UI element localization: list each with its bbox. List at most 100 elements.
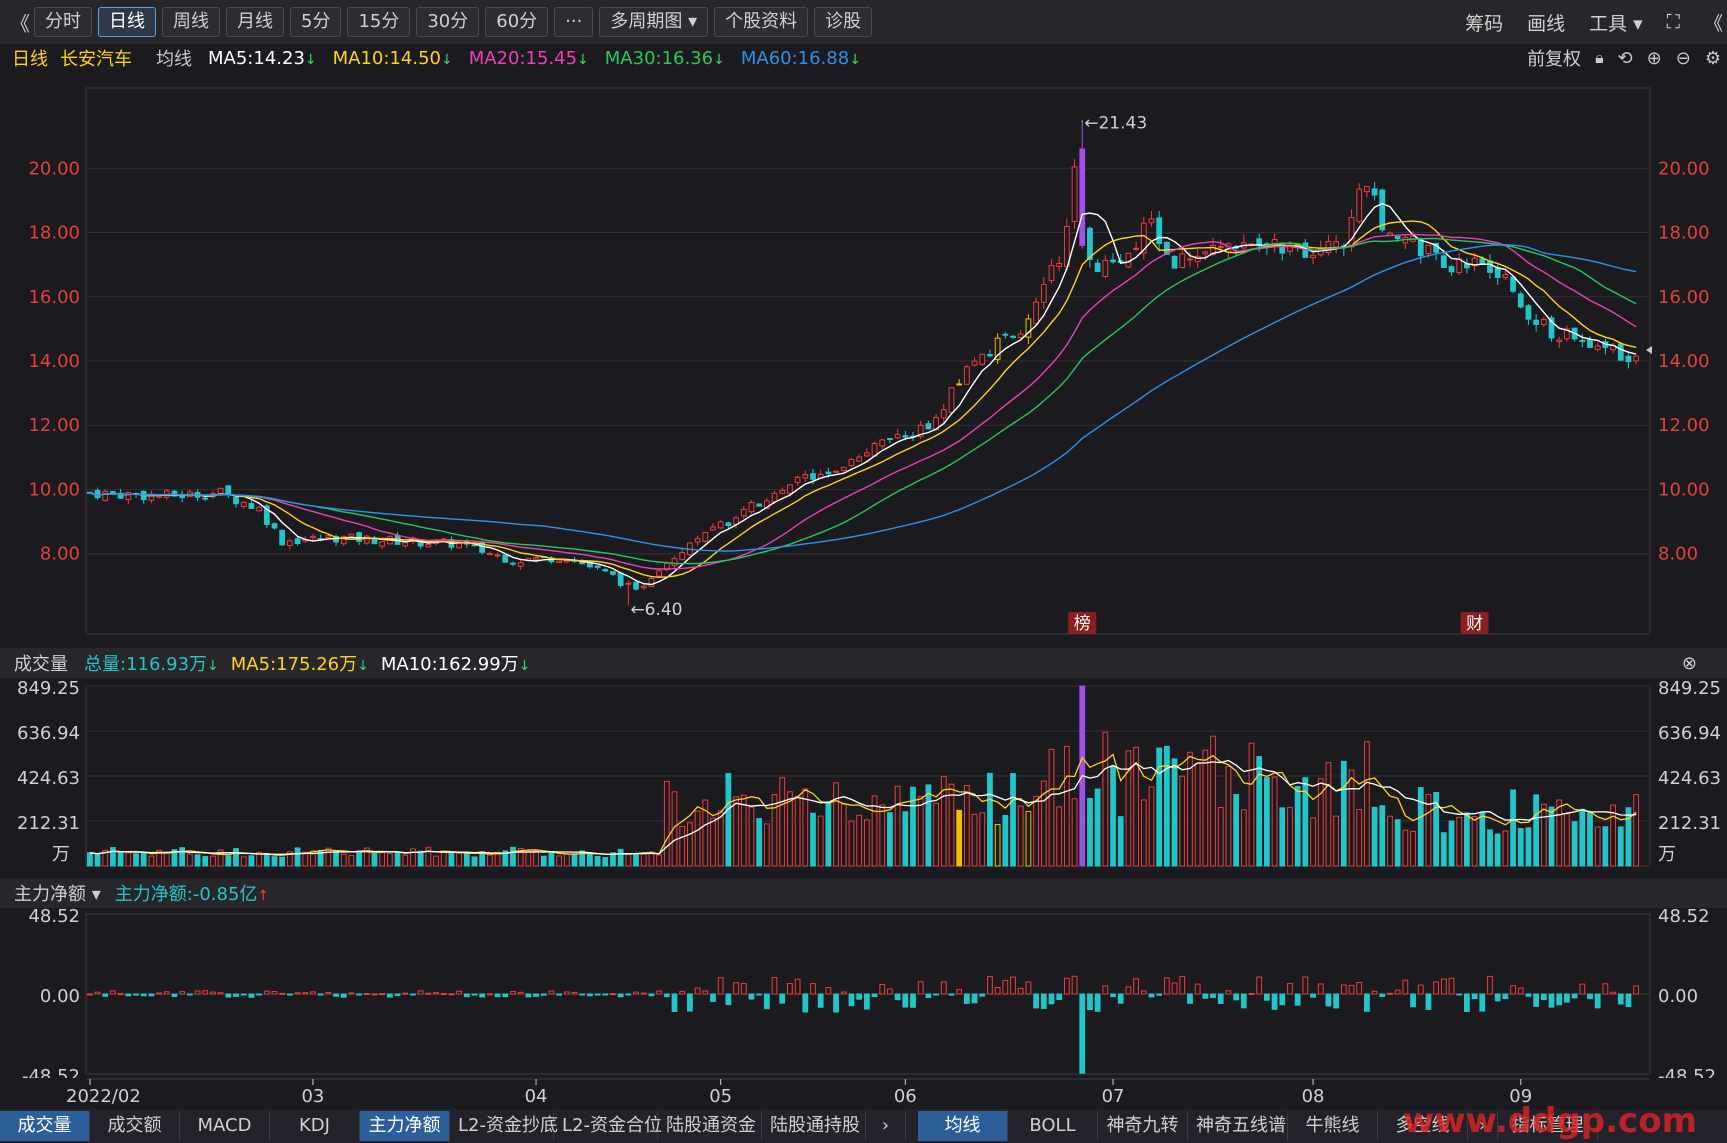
flow-tick-left: 0.00 <box>40 986 80 1007</box>
indicator-manage-button[interactable]: 指标管理 <box>1498 1111 1598 1141</box>
flow-chart[interactable]: 48.52 48.52 0.00 0.00 -48.52 -48.52 <box>0 908 1727 1078</box>
volume-bar <box>825 801 832 867</box>
volume-bar <box>1117 816 1124 867</box>
volume-bar <box>440 851 447 867</box>
price-tick-right: 10.00 <box>1658 479 1710 500</box>
volume-bar <box>1287 807 1293 867</box>
indicator-tab-8[interactable]: 陆股通持股 <box>762 1111 866 1141</box>
undo-icon[interactable]: ⟲ <box>1617 47 1633 69</box>
lock-icon[interactable]: 🔒︎ <box>1595 48 1604 67</box>
stock-name[interactable]: 长安汽车 <box>60 49 132 70</box>
period-button-5[interactable]: 15分 <box>347 7 411 37</box>
indicator-tab-0[interactable]: 成交量 <box>0 1111 90 1141</box>
flow-bar <box>1148 993 1155 998</box>
volume-bar <box>140 852 147 867</box>
candle-body <box>710 526 716 531</box>
close-volume-icon[interactable]: ⊗ <box>1681 652 1697 674</box>
overlay-tab-0[interactable]: 均线 <box>918 1111 1008 1141</box>
flow-bar <box>348 992 355 995</box>
period-button-3[interactable]: 月线 <box>226 7 284 37</box>
toolbar-right-item-3[interactable]: ⛶ <box>1666 11 1680 33</box>
zoom-out-icon[interactable]: ⊖ <box>1675 47 1691 69</box>
period-button-8[interactable]: ··· <box>554 7 594 37</box>
toolbar-right-item-0[interactable]: 筹码 <box>1465 12 1504 35</box>
volume-bar <box>1517 828 1524 867</box>
volume-bar <box>1033 795 1039 867</box>
indicator-tab-5[interactable]: L2-资金抄底 <box>450 1111 558 1141</box>
period-button-7[interactable]: 60分 <box>485 7 549 37</box>
overlay-tab-5[interactable]: 多空线 <box>1378 1111 1468 1141</box>
zoom-in-icon[interactable]: ⊕ <box>1646 47 1662 69</box>
volume-bar <box>556 855 563 867</box>
date-label: 06 <box>894 1086 917 1107</box>
period-button-11[interactable]: 诊股 <box>814 7 873 37</box>
flow-bar <box>1364 993 1370 1012</box>
volume-title[interactable]: 成交量 <box>14 654 68 675</box>
flow-bar <box>671 993 678 1012</box>
ma-title[interactable]: 均线 <box>156 49 192 70</box>
flow-bar <box>317 993 324 996</box>
volume-bar <box>679 826 686 867</box>
flow-bar <box>1540 993 1547 1001</box>
indicator-tab-4[interactable]: 主力净额 <box>360 1111 450 1141</box>
indicator-tab-3[interactable]: KDJ <box>270 1111 360 1141</box>
indicator-tab-1[interactable]: 成交额 <box>90 1111 180 1141</box>
price-tick-right: 14.00 <box>1658 351 1710 372</box>
volume-bar <box>302 851 309 867</box>
watermark: www.ddgp.com <box>1402 1101 1697 1141</box>
tabs-next-icon[interactable]: › <box>866 1111 906 1141</box>
period-button-1[interactable]: 日线 <box>98 7 156 37</box>
flow-bar <box>1071 975 1078 995</box>
volume-bar <box>1102 731 1109 867</box>
flow-title[interactable]: 主力净额 ▾ <box>14 884 101 905</box>
period-button-0[interactable]: 分时 <box>34 7 92 37</box>
price-chart[interactable]: 20.00 20.00 18.00 18.00 16.00 16.00 14.00 14.00… <box>0 72 1727 642</box>
ma-value-1: MA10:14.50↓ <box>333 48 453 69</box>
volume-bar <box>863 819 870 867</box>
volume-bar <box>1002 815 1009 867</box>
indicator-tab-6[interactable]: L2-资金合位 <box>554 1111 662 1141</box>
overlay-tab-4[interactable]: 牛熊线 <box>1288 1111 1378 1141</box>
period-button-6[interactable]: 30分 <box>416 7 480 37</box>
overlay-tab-3[interactable]: 神奇五线谱 <box>1188 1111 1288 1141</box>
indicator-tab-2[interactable]: MACD <box>180 1111 270 1141</box>
arrow-down-icon: ↓ <box>440 51 453 68</box>
toolbar-right-item-1[interactable]: 画线 <box>1527 12 1566 35</box>
collapse-left-icon[interactable]: 《 <box>10 11 30 36</box>
candle-body <box>1110 259 1116 263</box>
volume-chart[interactable]: 849.25 849.25 636.94 636.94 424.63 424.63 212.… <box>0 678 1727 878</box>
volume-bar <box>1356 809 1363 867</box>
price-tick-left: 20.00 <box>28 158 80 179</box>
flow-bar <box>487 993 493 996</box>
flow-bar <box>1002 979 1009 995</box>
period-button-4[interactable]: 5分 <box>290 7 342 37</box>
flow-bar <box>1379 993 1386 997</box>
indicator-tab-7[interactable]: 陆股通资金 <box>658 1111 762 1141</box>
overlay-tab-1[interactable]: BOLL <box>1008 1111 1098 1141</box>
volume-bar <box>348 855 355 867</box>
period-button-10[interactable]: 个股资料 <box>714 7 809 37</box>
candle-body <box>1333 241 1340 248</box>
toolbar-right-item-4[interactable]: 《 <box>1703 12 1723 35</box>
flow-bar <box>1210 993 1216 998</box>
toolbar-right-item-2[interactable]: 工具 ▾ <box>1589 12 1643 35</box>
candle-body <box>1502 274 1509 278</box>
overlay-tab-2[interactable]: 神奇九转 <box>1098 1111 1188 1141</box>
adjust-mode[interactable]: 前复权 <box>1527 49 1582 70</box>
candle-body <box>102 491 109 501</box>
period-button-2[interactable]: 周线 <box>162 7 220 37</box>
overlay-next-icon[interactable]: › <box>1468 1111 1498 1141</box>
volume-bar <box>410 848 416 867</box>
candle-body <box>1379 189 1386 231</box>
flow-bar <box>371 993 378 996</box>
volume-bar <box>1310 817 1316 867</box>
volume-tick-right: 849.25 <box>1658 678 1721 699</box>
flow-bar <box>202 990 209 995</box>
period-button-9[interactable]: 多周期图 ▾ <box>599 7 709 37</box>
settings-icon[interactable]: ⚙ <box>1704 47 1721 69</box>
flow-bar <box>217 992 224 995</box>
volume-bar <box>1148 786 1155 867</box>
candle-body <box>979 353 986 365</box>
candle-body <box>625 582 632 585</box>
volume-bar <box>186 853 193 867</box>
